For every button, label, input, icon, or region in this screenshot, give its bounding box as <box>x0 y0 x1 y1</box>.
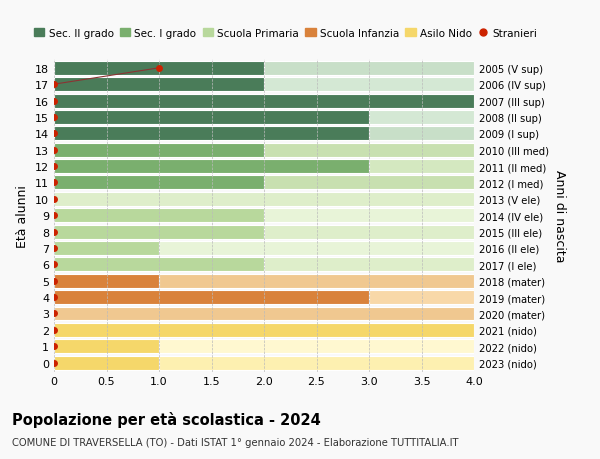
Bar <box>54 62 264 76</box>
Bar <box>54 160 474 174</box>
Bar <box>54 111 474 125</box>
Bar <box>54 160 369 174</box>
Bar <box>54 241 159 255</box>
Bar <box>54 95 474 108</box>
Bar <box>54 209 474 223</box>
Bar <box>54 192 474 207</box>
Bar <box>54 274 159 288</box>
Legend: Sec. II grado, Sec. I grado, Scuola Primaria, Scuola Infanzia, Asilo Nido, Stran: Sec. II grado, Sec. I grado, Scuola Prim… <box>30 24 542 43</box>
Bar <box>54 127 474 141</box>
Bar <box>54 307 474 321</box>
Y-axis label: Anni di nascita: Anni di nascita <box>553 169 566 262</box>
Bar <box>54 258 474 272</box>
Bar <box>54 225 264 239</box>
Bar <box>54 143 264 157</box>
Bar <box>54 291 369 304</box>
Bar <box>54 291 474 304</box>
Text: COMUNE DI TRAVERSELLA (TO) - Dati ISTAT 1° gennaio 2024 - Elaborazione TUTTITALI: COMUNE DI TRAVERSELLA (TO) - Dati ISTAT … <box>12 437 458 447</box>
Bar <box>54 340 159 353</box>
Text: Popolazione per età scolastica - 2024: Popolazione per età scolastica - 2024 <box>12 411 321 427</box>
Bar <box>54 340 474 353</box>
Bar <box>54 209 264 223</box>
Bar <box>54 127 369 141</box>
Bar <box>54 323 474 337</box>
Bar <box>54 274 474 288</box>
Bar <box>54 323 474 337</box>
Bar <box>54 176 474 190</box>
Bar <box>54 78 474 92</box>
Bar <box>54 356 474 370</box>
Bar <box>54 225 474 239</box>
Bar <box>54 62 474 76</box>
Bar <box>54 78 264 92</box>
Bar <box>54 258 264 272</box>
Y-axis label: Età alunni: Età alunni <box>16 185 29 247</box>
Bar <box>54 356 159 370</box>
Bar <box>54 143 474 157</box>
Bar <box>54 176 264 190</box>
Bar <box>54 95 474 108</box>
Bar <box>54 241 474 255</box>
Bar <box>54 111 369 125</box>
